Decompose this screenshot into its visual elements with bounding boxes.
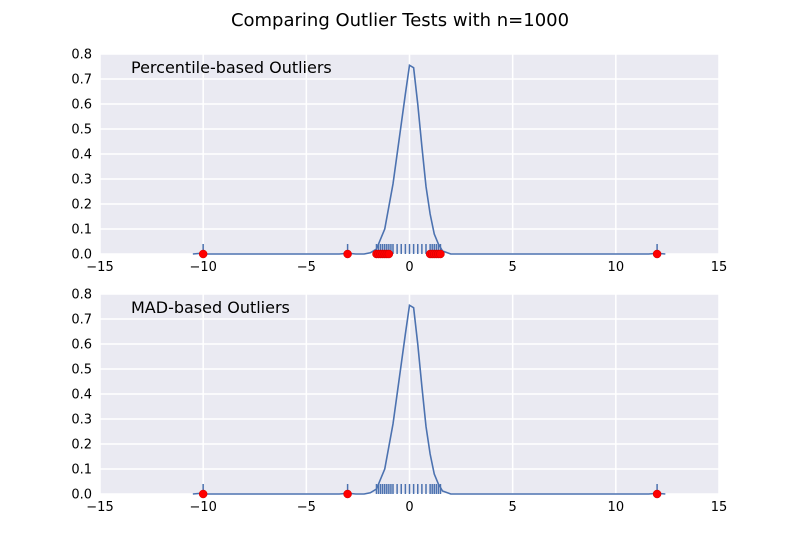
outlier-point bbox=[343, 249, 352, 259]
density-line bbox=[192, 303, 666, 495]
x-tick-label: 5 bbox=[509, 260, 517, 275]
y-tick-label: 0.8 bbox=[71, 48, 92, 63]
subplot-annotation: Percentile-based Outliers bbox=[131, 58, 332, 77]
x-tick-label: −15 bbox=[86, 260, 113, 275]
outlier-point bbox=[384, 249, 394, 259]
y-tick-label: 0.0 bbox=[71, 248, 92, 263]
y-tick-label: 0.1 bbox=[71, 223, 92, 238]
x-tick-label: 10 bbox=[608, 260, 625, 275]
outlier-point bbox=[436, 249, 445, 259]
y-tick-label: 0.5 bbox=[71, 363, 92, 378]
y-tick-label: 0.3 bbox=[71, 413, 92, 428]
outlier-point bbox=[652, 249, 662, 259]
y-tick-label: 0.0 bbox=[71, 488, 92, 503]
density-line bbox=[192, 63, 666, 255]
x-tick-label: 0 bbox=[405, 500, 413, 515]
x-tick-label: 10 bbox=[608, 500, 625, 515]
y-tick-label: 0.8 bbox=[71, 288, 92, 303]
outlier-point bbox=[343, 489, 352, 499]
x-tick-label: −5 bbox=[297, 260, 316, 275]
x-tick-label: −10 bbox=[189, 500, 216, 515]
x-tick-label: −10 bbox=[189, 260, 216, 275]
y-tick-label: 0.6 bbox=[71, 98, 92, 113]
y-tick-label: 0.2 bbox=[71, 438, 92, 453]
x-tick-label: −15 bbox=[86, 500, 113, 515]
y-tick-label: 0.3 bbox=[71, 173, 92, 188]
x-tick-label: 0 bbox=[405, 260, 413, 275]
y-tick-label: 0.7 bbox=[71, 313, 92, 328]
y-tick-label: 0.7 bbox=[71, 73, 92, 88]
subplot-1: −15 −10 −5 0 5 10 15 0.0 0.1 0.2 0.3 0.4 0.5 0.6 0.7 0.… bbox=[71, 48, 727, 276]
x-tick-label: 5 bbox=[509, 500, 517, 515]
y-tick-label: 0.1 bbox=[71, 463, 92, 478]
subplot-2: −15 −10 −5 0 5 10 15 0.0 0.1 0.2 0.3 0.4 0.5 0.6 0.7 0.… bbox=[71, 288, 727, 516]
y-tick-label: 0.2 bbox=[71, 198, 92, 213]
outlier-point bbox=[198, 249, 208, 259]
y-tick-label: 0.6 bbox=[71, 338, 92, 353]
x-tick-label: 15 bbox=[711, 500, 728, 515]
figure-title: Comparing Outlier Tests with n=1000 bbox=[231, 10, 569, 31]
outlier-point bbox=[198, 489, 208, 499]
x-tick-label: −5 bbox=[297, 500, 316, 515]
y-tick-label: 0.5 bbox=[71, 123, 92, 138]
y-tick-label: 0.4 bbox=[71, 388, 92, 403]
outlier-point bbox=[652, 489, 662, 499]
x-tick-label: 15 bbox=[711, 260, 728, 275]
y-tick-label: 0.4 bbox=[71, 148, 92, 163]
subplot-annotation: MAD-based Outliers bbox=[131, 298, 290, 317]
